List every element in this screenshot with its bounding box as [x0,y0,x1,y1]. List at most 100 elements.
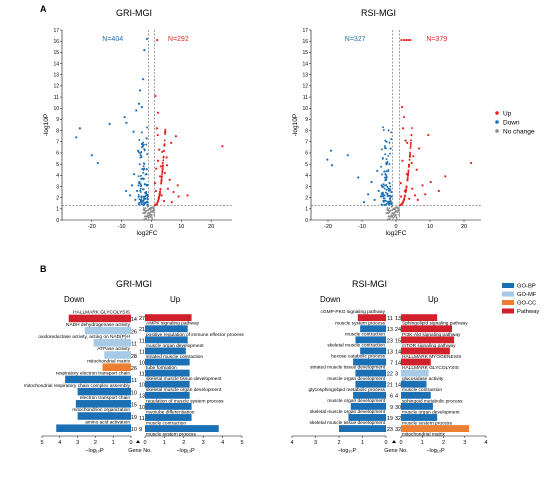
enrichment-up-gene-count: 9 [139,427,142,433]
enrichment-up-gene-count: 11 [139,349,145,355]
up-point [156,111,160,114]
nochange-point [394,210,397,213]
x-tick-label: -10 [118,224,126,230]
up-point [160,182,163,185]
up-point [409,151,412,154]
enrichment-down-gene-count: 14 [131,317,137,323]
enrichment-up-gene-count: 32 [395,416,401,422]
up-point [160,175,163,178]
enrichment-up-gene-count: 24 [395,327,401,333]
up-point [161,173,164,176]
nochange-point [144,207,147,210]
down-point [381,173,383,176]
up-point [404,139,407,142]
down-point [123,116,126,119]
up-point [163,171,166,175]
up-point [159,188,162,191]
down-point [145,143,148,146]
down-point [387,170,390,173]
down-point [142,195,145,198]
enrichment-down-bar [360,347,386,355]
down-point [386,161,389,165]
up-point [411,187,414,190]
up-point [163,139,166,142]
up-point [421,184,424,187]
up-point [170,201,173,204]
up-point [186,194,189,197]
down-point [389,185,392,188]
enrichment-down-bar [77,412,131,420]
down-point [382,197,385,200]
down-point [389,147,392,150]
y-tick-label: 2 [56,195,59,201]
y-axis-label: -log10P [43,114,50,136]
enrichment-down-term-label: skeletal muscle contraction [327,342,385,348]
down-point [138,139,141,141]
down-point [383,187,386,190]
right-tick-label: 0 [143,440,146,446]
up-point [159,165,162,168]
up-point [409,141,412,144]
left-tick-label: 2 [337,440,340,446]
up-point [153,182,157,185]
legend-swatch [502,291,514,297]
nochange-point [398,209,401,212]
up-point [164,133,167,135]
left-tick-label: 1 [112,440,115,446]
nochange-point [146,205,149,208]
enrichment-down-bar [355,336,386,344]
down-point [385,147,387,150]
up-point [159,175,162,178]
down-point [139,89,142,92]
down-point [90,154,93,157]
nochange-point [147,212,149,215]
down-point [387,129,390,132]
down-point [138,198,141,201]
up-point [158,192,161,195]
up-point [160,179,163,182]
y-tick-label: 10 [53,106,59,112]
up-header: Up [170,295,181,304]
left-tick-label: 5 [40,440,43,446]
down-header: Down [64,295,84,304]
enrichment-up-term-label: positive regulation of immune effector p… [146,332,244,338]
down-point [139,187,142,190]
nochange-point [386,218,389,221]
down-point [380,184,383,187]
x-tick-label: -20 [88,224,96,230]
enrichment-down-bar [77,387,131,396]
nochange-point [388,210,391,213]
y-tick-label: 16 [53,39,59,45]
enrichment-down-gene-count: 9 [390,405,393,411]
y-tick-label: 9 [305,117,308,123]
nochange-point [148,217,150,219]
legend-label-down: Down [503,120,520,127]
up-point [161,150,164,153]
down-point [142,188,144,191]
enrichment-up-bar [401,314,438,322]
nochange-point [386,209,389,212]
enrichment-up-term-label: muscle system process [402,421,452,427]
up-point [157,197,160,200]
y-tick-label: 11 [303,95,308,101]
up-point [401,159,404,162]
up-point [161,169,164,171]
up-point [408,158,411,161]
up-point [405,173,408,176]
enrichment-down-term-label: mitochondrial respiratory chain complex … [24,383,131,389]
enrichment-down-term-label: ATPase activity [97,346,130,352]
down-point [383,176,386,179]
down-point [381,156,384,159]
enrichment-down-bar [355,380,386,388]
up-point [410,127,413,130]
enrichment-up-gene-count: 13 [395,316,401,322]
enrichment-up-gene-count: 11 [139,338,145,344]
enrichment-up-term-label: sphingoid metabolic process [402,398,463,404]
up-point [160,178,163,180]
nochange-point [391,219,394,221]
nochange-point [142,207,145,209]
up-count-label: N=292 [168,36,189,43]
up-point [164,130,167,133]
up-point [403,116,406,119]
